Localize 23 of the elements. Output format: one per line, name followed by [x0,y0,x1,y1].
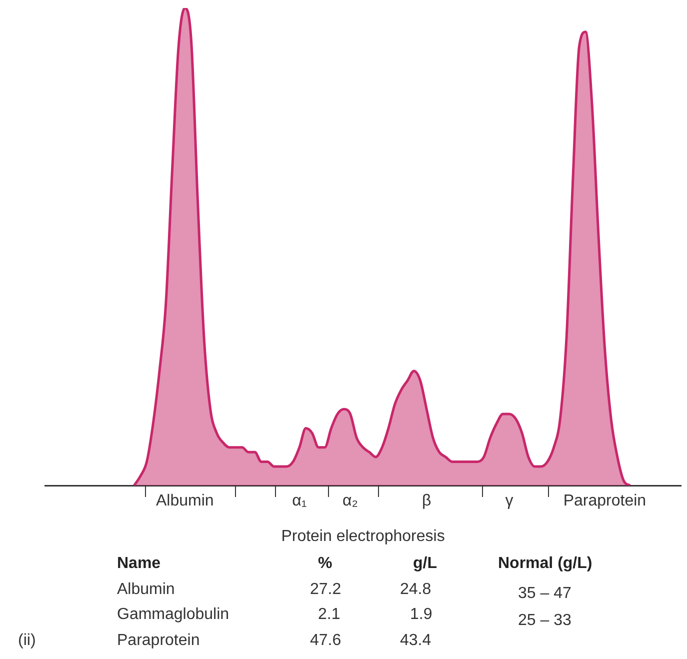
x-tick-label: Paraprotein [563,492,646,510]
text: Gammaglobulin [117,606,230,624]
text: (ii) [18,632,36,650]
text: Name [117,555,161,573]
x-tick-label: α₁ [292,492,307,510]
text: 27.2 [310,581,342,599]
x-tick-label: γ [505,492,514,510]
text: Normal (g/L) [498,555,592,573]
x-tick-label: β [422,492,432,510]
text: 2.1 [318,606,340,624]
text: Paraprotein [117,632,200,650]
text: 35 – 47 [518,585,572,603]
x-tick-label: α₂ [342,492,358,510]
x-tick-label: Albumin [156,492,214,510]
text: Albumin [117,581,175,599]
text: 25 – 33 [518,612,572,630]
text: 1.9 [410,606,432,624]
text: % [318,555,332,573]
x-axis-title: Protein electrophoresis [281,528,445,545]
text: 24.8 [400,581,432,599]
text: 47.6 [310,632,342,650]
text: 43.4 [400,632,432,650]
text: g/L [413,555,437,573]
